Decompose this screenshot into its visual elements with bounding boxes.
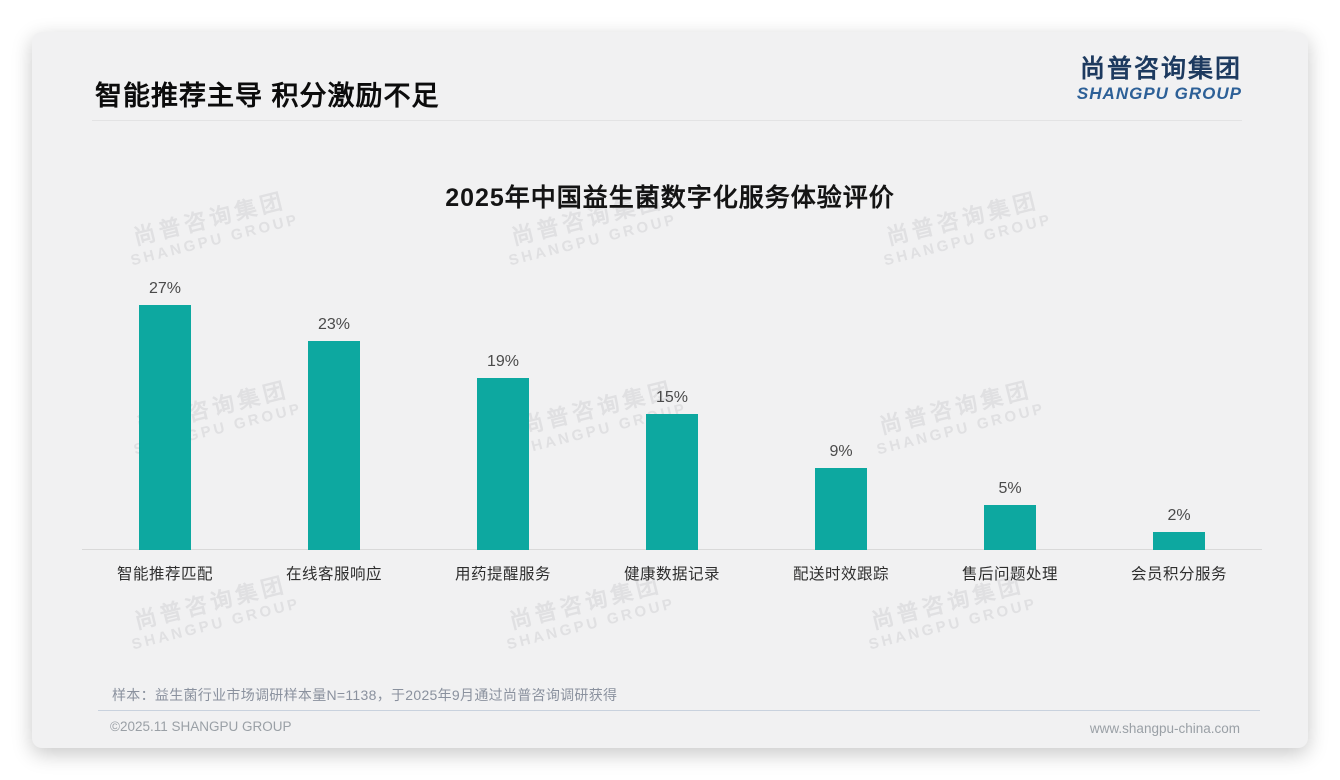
company-logo: 尚普咨询集团 SHANGPU GROUP bbox=[1077, 54, 1242, 104]
chart-title: 2025年中国益生菌数字化服务体验评价 bbox=[445, 184, 895, 212]
slide-card: 智能推荐主导 积分激励不足 尚普咨询集团 SHANGPU GROUP 尚普咨询集… bbox=[32, 32, 1308, 748]
bar bbox=[308, 341, 360, 550]
bar bbox=[984, 505, 1036, 550]
bar bbox=[815, 468, 867, 550]
bar bbox=[477, 378, 529, 550]
bar-group: 2% 会员积分服务 bbox=[1114, 507, 1244, 583]
category-label: 售后问题处理 bbox=[961, 566, 1058, 583]
bar-group: 15% 健康数据记录 bbox=[607, 389, 737, 583]
bar-group: 23% 在线客服响应 bbox=[269, 316, 399, 583]
logo-chinese-text: 尚普咨询集团 bbox=[1079, 55, 1242, 83]
header-divider bbox=[92, 120, 1242, 121]
category-label: 健康数据记录 bbox=[623, 566, 720, 583]
bar-value-label: 19% bbox=[486, 353, 520, 370]
bar bbox=[139, 305, 191, 550]
bar-value-label: 5% bbox=[998, 480, 1022, 497]
bar-value-label: 23% bbox=[317, 316, 351, 333]
bar-value-label: 9% bbox=[829, 443, 853, 460]
bar-chart: 2025年中国益生菌数字化服务体验评价 27% 智能推荐匹配 23% 在线客服响应 19… bbox=[32, 32, 1308, 748]
bar-value-label: 27% bbox=[148, 280, 182, 297]
logo-english-text: SHANGPU GROUP bbox=[1076, 84, 1242, 103]
bar-group: 19% 用药提醒服务 bbox=[438, 353, 568, 583]
category-label: 在线客服响应 bbox=[285, 566, 382, 583]
website-url: www.shangpu-china.com bbox=[1089, 721, 1240, 736]
category-label: 配送时效跟踪 bbox=[792, 566, 889, 583]
category-label: 智能推荐匹配 bbox=[116, 566, 213, 583]
category-label: 用药提醒服务 bbox=[454, 566, 551, 583]
footer-divider bbox=[98, 710, 1260, 711]
bar-group: 27% 智能推荐匹配 bbox=[100, 280, 230, 583]
bar-value-label: 15% bbox=[655, 389, 689, 406]
bar-group: 5% 售后问题处理 bbox=[945, 480, 1075, 583]
bar-value-label: 2% bbox=[1167, 507, 1191, 524]
bar bbox=[646, 414, 698, 550]
category-label: 会员积分服务 bbox=[1130, 566, 1227, 583]
page-title: 智能推荐主导 积分激励不足 bbox=[95, 81, 440, 111]
copyright-text: ©2025.11 SHANGPU GROUP bbox=[110, 719, 292, 734]
bar bbox=[1153, 532, 1205, 550]
bar-group: 9% 配送时效跟踪 bbox=[776, 443, 906, 583]
sample-note: 样本：益生菌行业市场调研样本量N=1138，于2025年9月通过尚普咨询调研获得 bbox=[112, 687, 618, 703]
